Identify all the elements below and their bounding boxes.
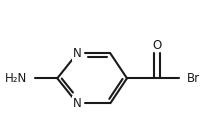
Text: O: O [152,39,161,52]
Text: N: N [73,47,82,60]
Text: N: N [73,97,82,110]
Text: Br: Br [187,72,200,85]
Text: H₂N: H₂N [5,72,27,85]
